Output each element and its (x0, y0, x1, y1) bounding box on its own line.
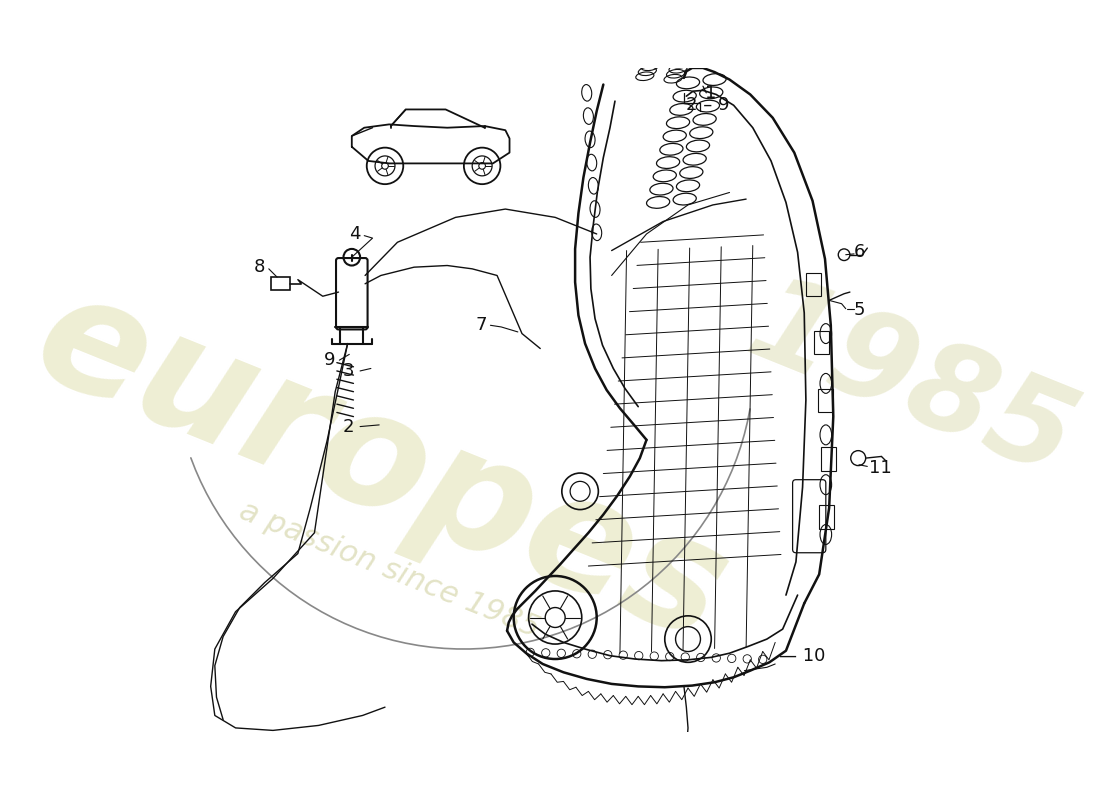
Text: 9: 9 (323, 351, 336, 369)
Bar (818, 390, 834, 413)
Text: 8: 8 (253, 258, 265, 276)
Text: — 10: — 10 (779, 646, 826, 665)
Text: europes: europes (14, 258, 748, 674)
Text: 1985: 1985 (733, 266, 1092, 502)
Text: 4: 4 (349, 225, 360, 243)
Text: 5: 5 (854, 302, 866, 319)
Text: 1: 1 (705, 84, 716, 102)
Text: 2: 2 (343, 418, 354, 435)
Bar (820, 506, 834, 529)
Text: 7: 7 (475, 316, 487, 334)
Text: 2 – 9: 2 – 9 (686, 96, 730, 114)
Bar (674, 777, 692, 789)
Text: 3: 3 (343, 362, 354, 380)
Bar (272, 277, 289, 290)
Text: a passion since 1985: a passion since 1985 (235, 497, 543, 644)
Bar (814, 331, 829, 354)
Bar (821, 447, 836, 470)
Text: 6: 6 (854, 243, 866, 262)
Text: 11: 11 (869, 459, 892, 477)
Bar (806, 273, 821, 296)
